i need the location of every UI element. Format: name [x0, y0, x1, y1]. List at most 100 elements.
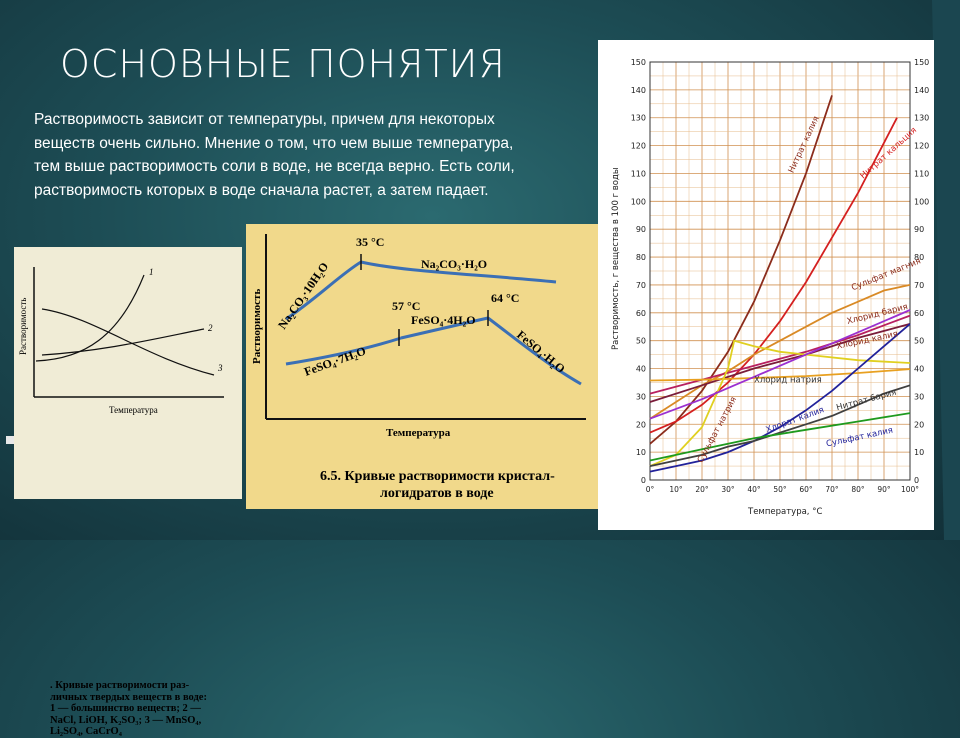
y-tick-label-left: 50 — [636, 337, 646, 346]
fig2-label-fe1: FeSO₄·H₂O — [514, 328, 568, 376]
x-tick-label: 0° — [646, 485, 655, 494]
bullet-marker — [6, 436, 14, 444]
y-tick-label-left: 140 — [631, 86, 646, 95]
fig2-curve-fe7 — [285, 336, 402, 366]
series-line-4 — [649, 323, 911, 403]
y-tick-label-left: 130 — [631, 114, 646, 123]
figure2-caption-line: логидратов в воде — [380, 486, 494, 501]
y-tick-label-right: 40 — [914, 365, 924, 374]
fig1-x-label: Температура — [109, 405, 158, 415]
figure1-caption-line: 1 — большинство веществ; 2 — — [50, 703, 201, 714]
x-tick-label: 40° — [747, 485, 761, 494]
y-tick-label-left: 20 — [636, 420, 646, 429]
series-line-3 — [649, 314, 911, 395]
figure2-plot: 35 °C 57 °C 64 °C Na₂CO₃·10H₂O Na₂CO₃·H₂… — [251, 234, 586, 439]
y-tick-label-left: 0 — [641, 476, 646, 485]
fig2-curve-na10 — [285, 260, 362, 321]
fig1-curve-label-2: 2 — [208, 323, 213, 333]
x-tick-label: 60° — [799, 485, 813, 494]
body-text: Растворимость зависит от температуры, пр… — [34, 111, 515, 199]
y-tick-label-left: 110 — [631, 169, 646, 178]
solubility-chart-svg: 0 0 10 10 20 20 30 30 40 40 50 50 60 60 70 70 80 80 90 90 10… — [611, 58, 930, 517]
x-tick-label: 100° — [901, 485, 919, 494]
figure1-caption-line: Li₂SO₄, CaCrO₄ — [50, 726, 122, 737]
y-tick-label-left: 90 — [636, 225, 646, 234]
y-tick-label-right: 120 — [914, 142, 929, 151]
series-line-5 — [649, 368, 911, 382]
y-tick-label-left: 60 — [636, 309, 646, 318]
x-tick-label: 90° — [877, 485, 891, 494]
y-tick-label-left: 120 — [631, 142, 646, 151]
x-tick-label: 80° — [851, 485, 865, 494]
fig2-label-na1: Na₂CO₃·H₂O — [421, 257, 487, 271]
fig1-curve-label-3: 3 — [217, 363, 223, 373]
fig2-label-t35: 35 °C — [356, 235, 384, 249]
page-title: ОСНОВНЫЕ ПОНЯТИЯ — [60, 42, 506, 86]
x-tick-label: 20° — [695, 485, 709, 494]
figure2-caption-line: Кривые растворимости кристал- — [344, 469, 555, 484]
y-tick-label-left: 150 — [631, 58, 646, 67]
y-tick-label-right: 100 — [914, 197, 929, 206]
series-label-mgso: Сульфат магния — [850, 256, 922, 293]
series-label-banit: Нитрат бария — [835, 388, 897, 414]
y-tick-label-left: 70 — [636, 281, 646, 290]
series-line-2 — [649, 284, 911, 420]
series-line-9 — [649, 412, 911, 462]
chart-series — [649, 95, 911, 473]
series-line-7 — [649, 323, 911, 473]
fig2-label-t57: 57 °C — [392, 299, 420, 313]
y-tick-label-left: 100 — [631, 197, 646, 206]
x-tick-label: 50° — [773, 485, 787, 494]
y-tick-label-right: 20 — [914, 420, 924, 429]
chart-y-label: Растворимость, г вещества в 100 г воды — [611, 167, 621, 350]
y-tick-label-right: 80 — [914, 253, 924, 262]
chart-grid — [649, 61, 911, 481]
y-tick-label-right: 110 — [914, 169, 929, 178]
figure1-caption-line: личных твердых веществ в воде: — [50, 691, 207, 703]
fig2-y-label: Растворимость — [251, 289, 263, 364]
fig2-curve-fe1 — [487, 316, 582, 386]
series-line-1 — [649, 117, 898, 434]
series-line-8 — [649, 384, 911, 467]
series-line-10 — [649, 309, 911, 420]
y-tick-label-right: 70 — [914, 281, 924, 290]
figure1-caption-line: . Кривые растворимости раз- — [50, 680, 190, 691]
y-tick-label-right: 130 — [914, 114, 929, 123]
fig2-label-fe4: FeSO₄·4H₂O — [411, 313, 476, 327]
y-tick-label-left: 10 — [636, 448, 646, 457]
fig2-label-t64: 64 °C — [491, 291, 519, 305]
series-line-6 — [649, 339, 911, 467]
y-tick-label-right: 90 — [914, 225, 924, 234]
fig1-curve-label-1: 1 — [149, 267, 154, 277]
y-tick-label-left: 40 — [636, 365, 646, 374]
y-tick-label-right: 150 — [914, 58, 929, 67]
series-label-nacl: Хлорид натрия — [754, 375, 822, 385]
chart-ticks: 0 0 10 10 20 20 30 30 40 40 50 50 60 60 70 70 80 80 90 90 10… — [631, 58, 930, 494]
y-tick-label-right: 0 — [914, 476, 919, 485]
figure2-caption-number: 6.5. — [320, 469, 341, 484]
fig2-label-na10: Na₂CO₃·10H₂O — [275, 260, 331, 332]
fig2-x-label: Температура — [386, 427, 451, 439]
x-tick-label: 30° — [721, 485, 735, 494]
chart-x-label: Температура, °C — [747, 507, 822, 517]
figure-solubility-curves-types: 1 2 3 Растворимость Температура . Кривые… — [14, 247, 242, 737]
y-tick-label-left: 30 — [636, 392, 646, 401]
x-tick-label: 10° — [669, 485, 683, 494]
fig2-curve-fe4 — [400, 316, 489, 340]
figure1-plot: 1 2 3 Растворимость Температура — [18, 267, 224, 415]
figure1-caption: . Кривые растворимости раз- личных тверд… — [50, 680, 256, 738]
y-tick-label-left: 80 — [636, 253, 646, 262]
y-tick-label-right: 30 — [914, 392, 924, 401]
fig1-curve-3 — [41, 328, 205, 356]
fig1-curve-1 — [35, 274, 145, 362]
y-tick-label-right: 50 — [914, 337, 924, 346]
figure1-caption-line: NaCl, LiOH, K₂SO₃; 3 — MnSO₄, — [50, 714, 202, 726]
fig1-y-label: Растворимость — [18, 298, 28, 355]
figure2-caption: 6.5. Кривые растворимости кристал- логид… — [320, 468, 592, 502]
fig1-curve-2 — [41, 308, 215, 376]
fig2-curve-na1 — [360, 260, 557, 284]
fig2-label-fe7: FeSO₄·7H₂O — [302, 344, 367, 379]
y-tick-label-right: 60 — [914, 309, 924, 318]
plot-border — [649, 61, 911, 481]
series-line-0 — [649, 95, 833, 445]
